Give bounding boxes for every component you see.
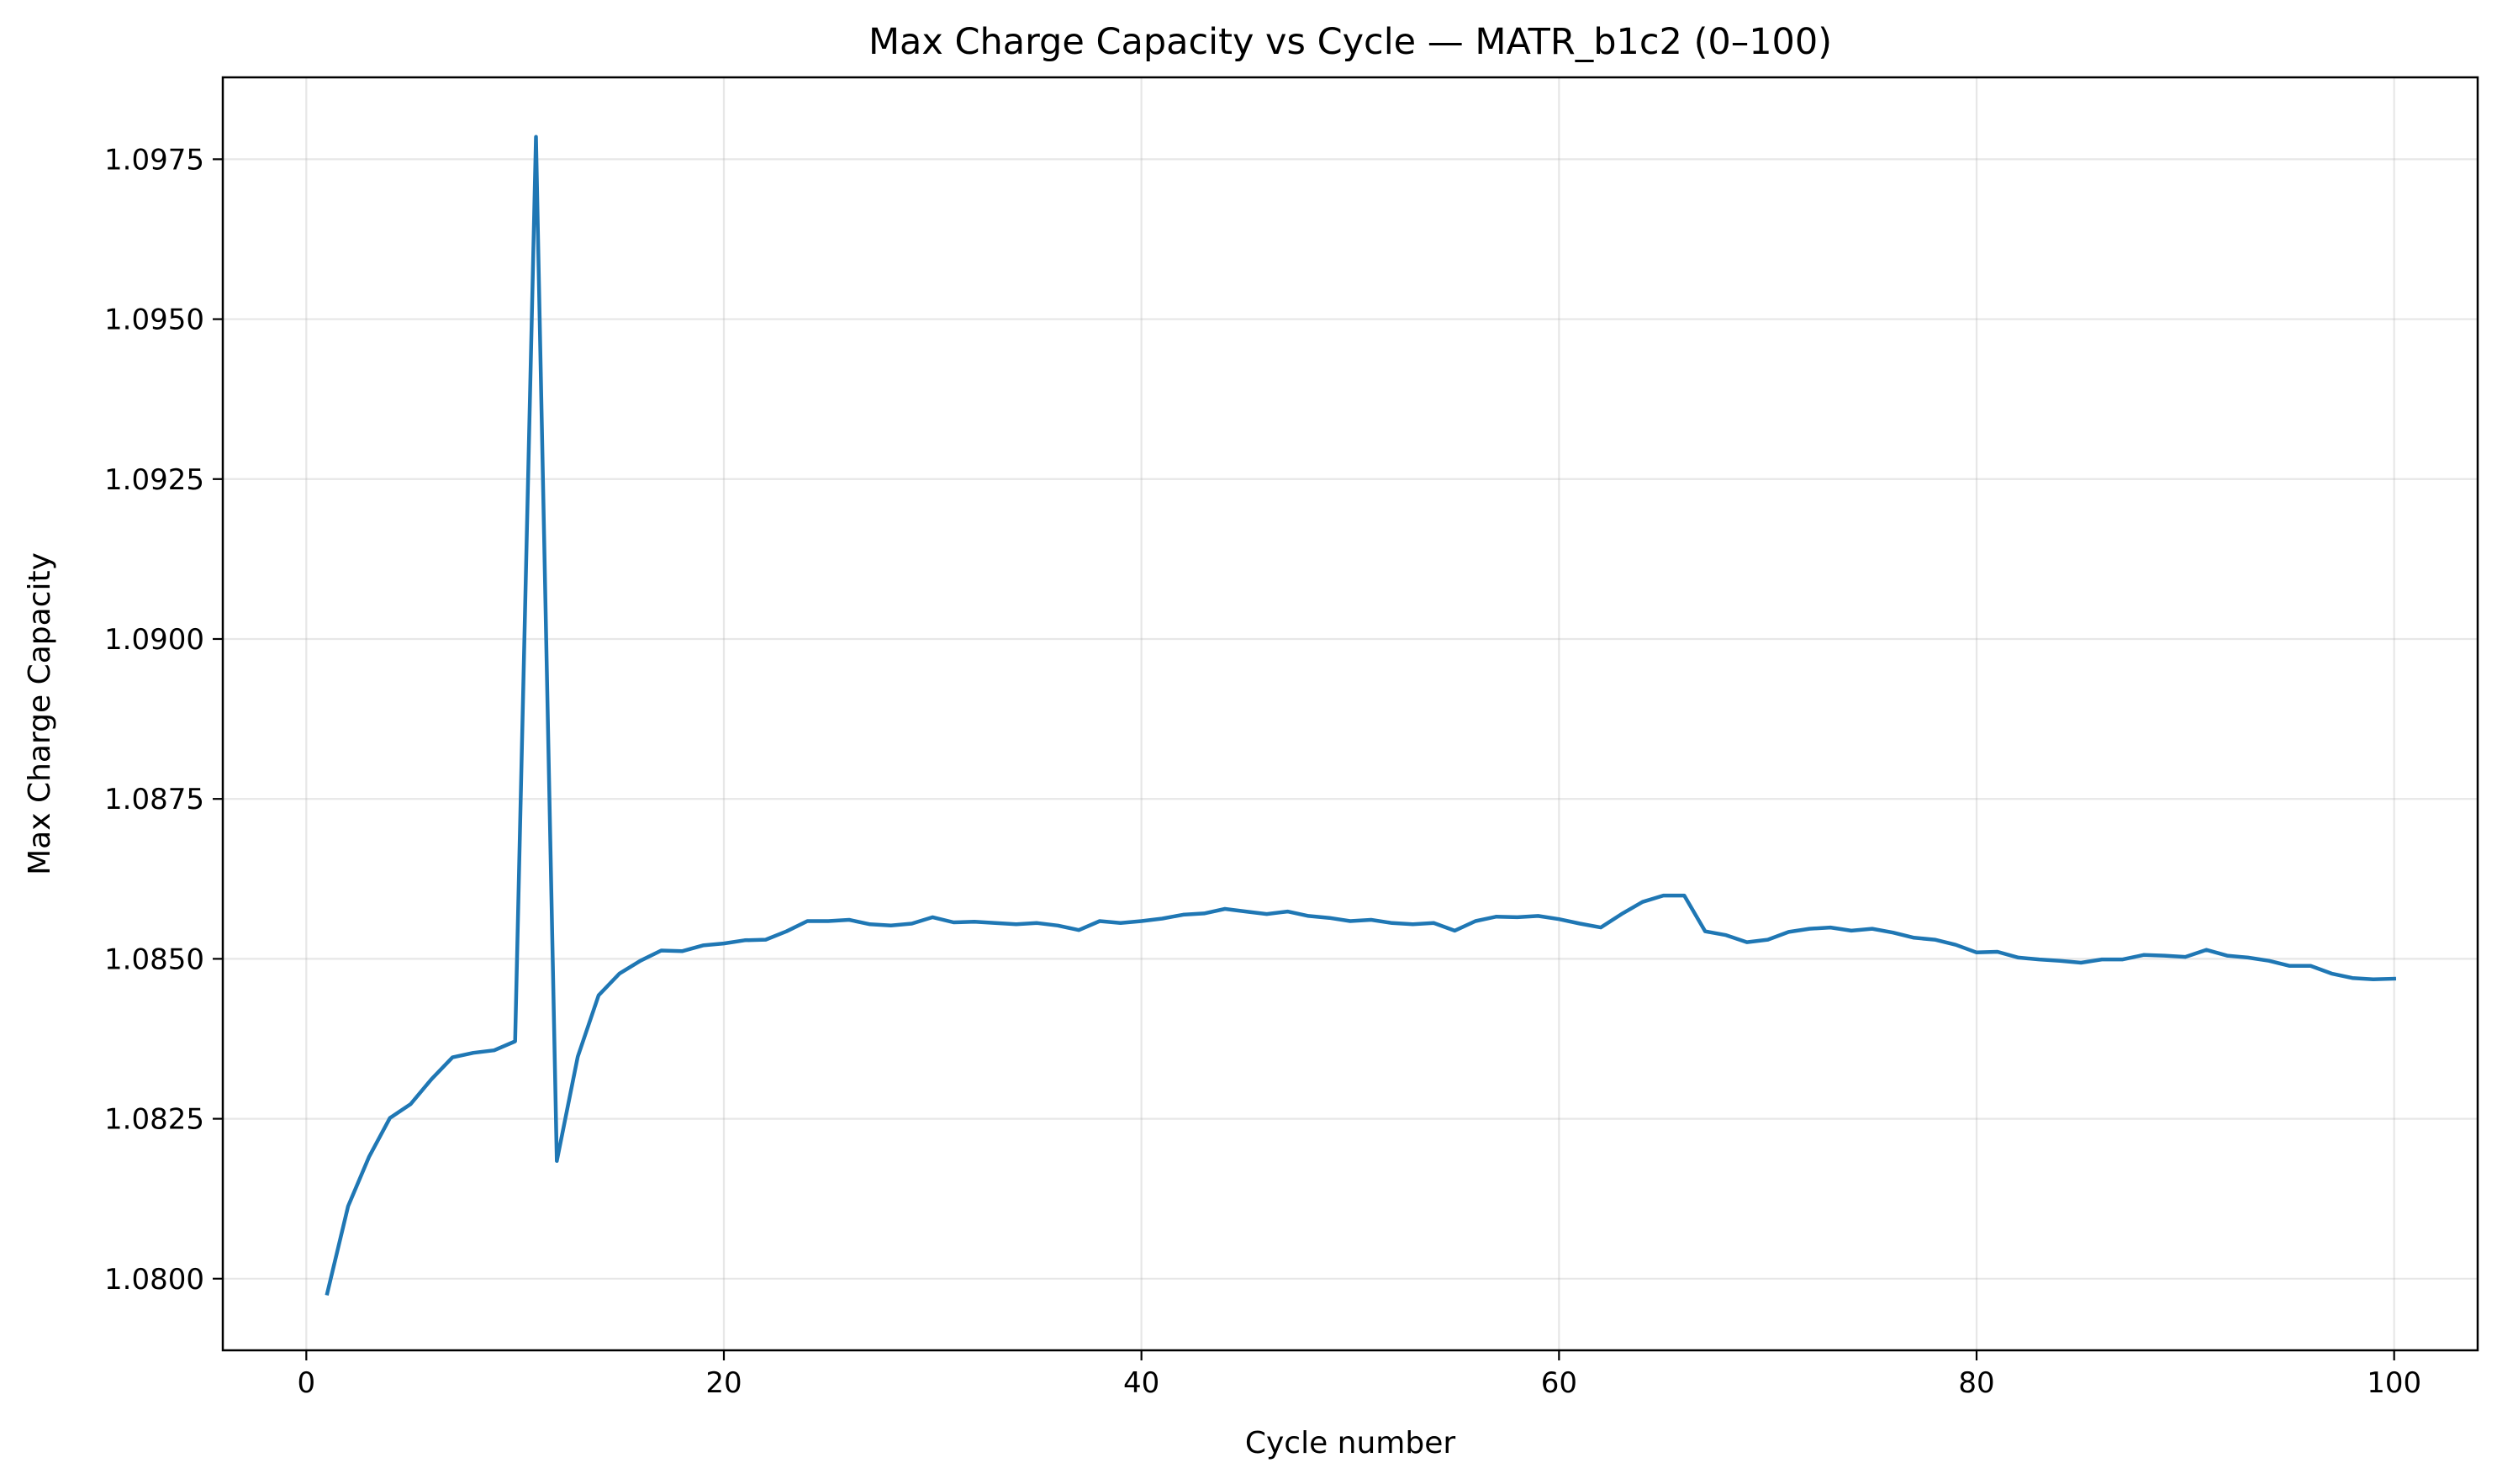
x-tick-label: 100	[2367, 1366, 2421, 1400]
series-line	[325, 135, 2397, 1297]
y-tick-label: 1.0950	[104, 304, 204, 337]
y-tick-label: 1.0875	[104, 783, 204, 816]
y-tick-label: 1.0825	[104, 1103, 204, 1137]
y-tick-label: 1.0900	[104, 623, 204, 657]
x-tick-label: 60	[1541, 1366, 1577, 1400]
x-axis-label: Cycle number	[1245, 1426, 1456, 1460]
y-axis-label: Max Charge Capacity	[23, 552, 57, 875]
chart-title: Max Charge Capacity vs Cycle — MATR_b1c2…	[868, 21, 1832, 63]
axis-ticks: 0 20 40 60 80 100 1.0800 1.0825 1.0850 1.0875 1.09…	[104, 143, 2421, 1400]
y-tick-label: 1.0800	[104, 1263, 204, 1297]
x-tick-label: 80	[1958, 1366, 1994, 1400]
y-tick-label: 1.0975	[104, 143, 204, 177]
grid	[223, 77, 2478, 1350]
y-tick-label: 1.0850	[104, 943, 204, 976]
series-layer	[325, 135, 2397, 1297]
x-tick-label: 0	[298, 1366, 316, 1400]
plot-area-frame	[221, 76, 2479, 1352]
y-tick-label: 1.0925	[104, 463, 204, 497]
x-tick-label: 20	[705, 1366, 742, 1400]
x-tick-label: 40	[1123, 1366, 1159, 1400]
